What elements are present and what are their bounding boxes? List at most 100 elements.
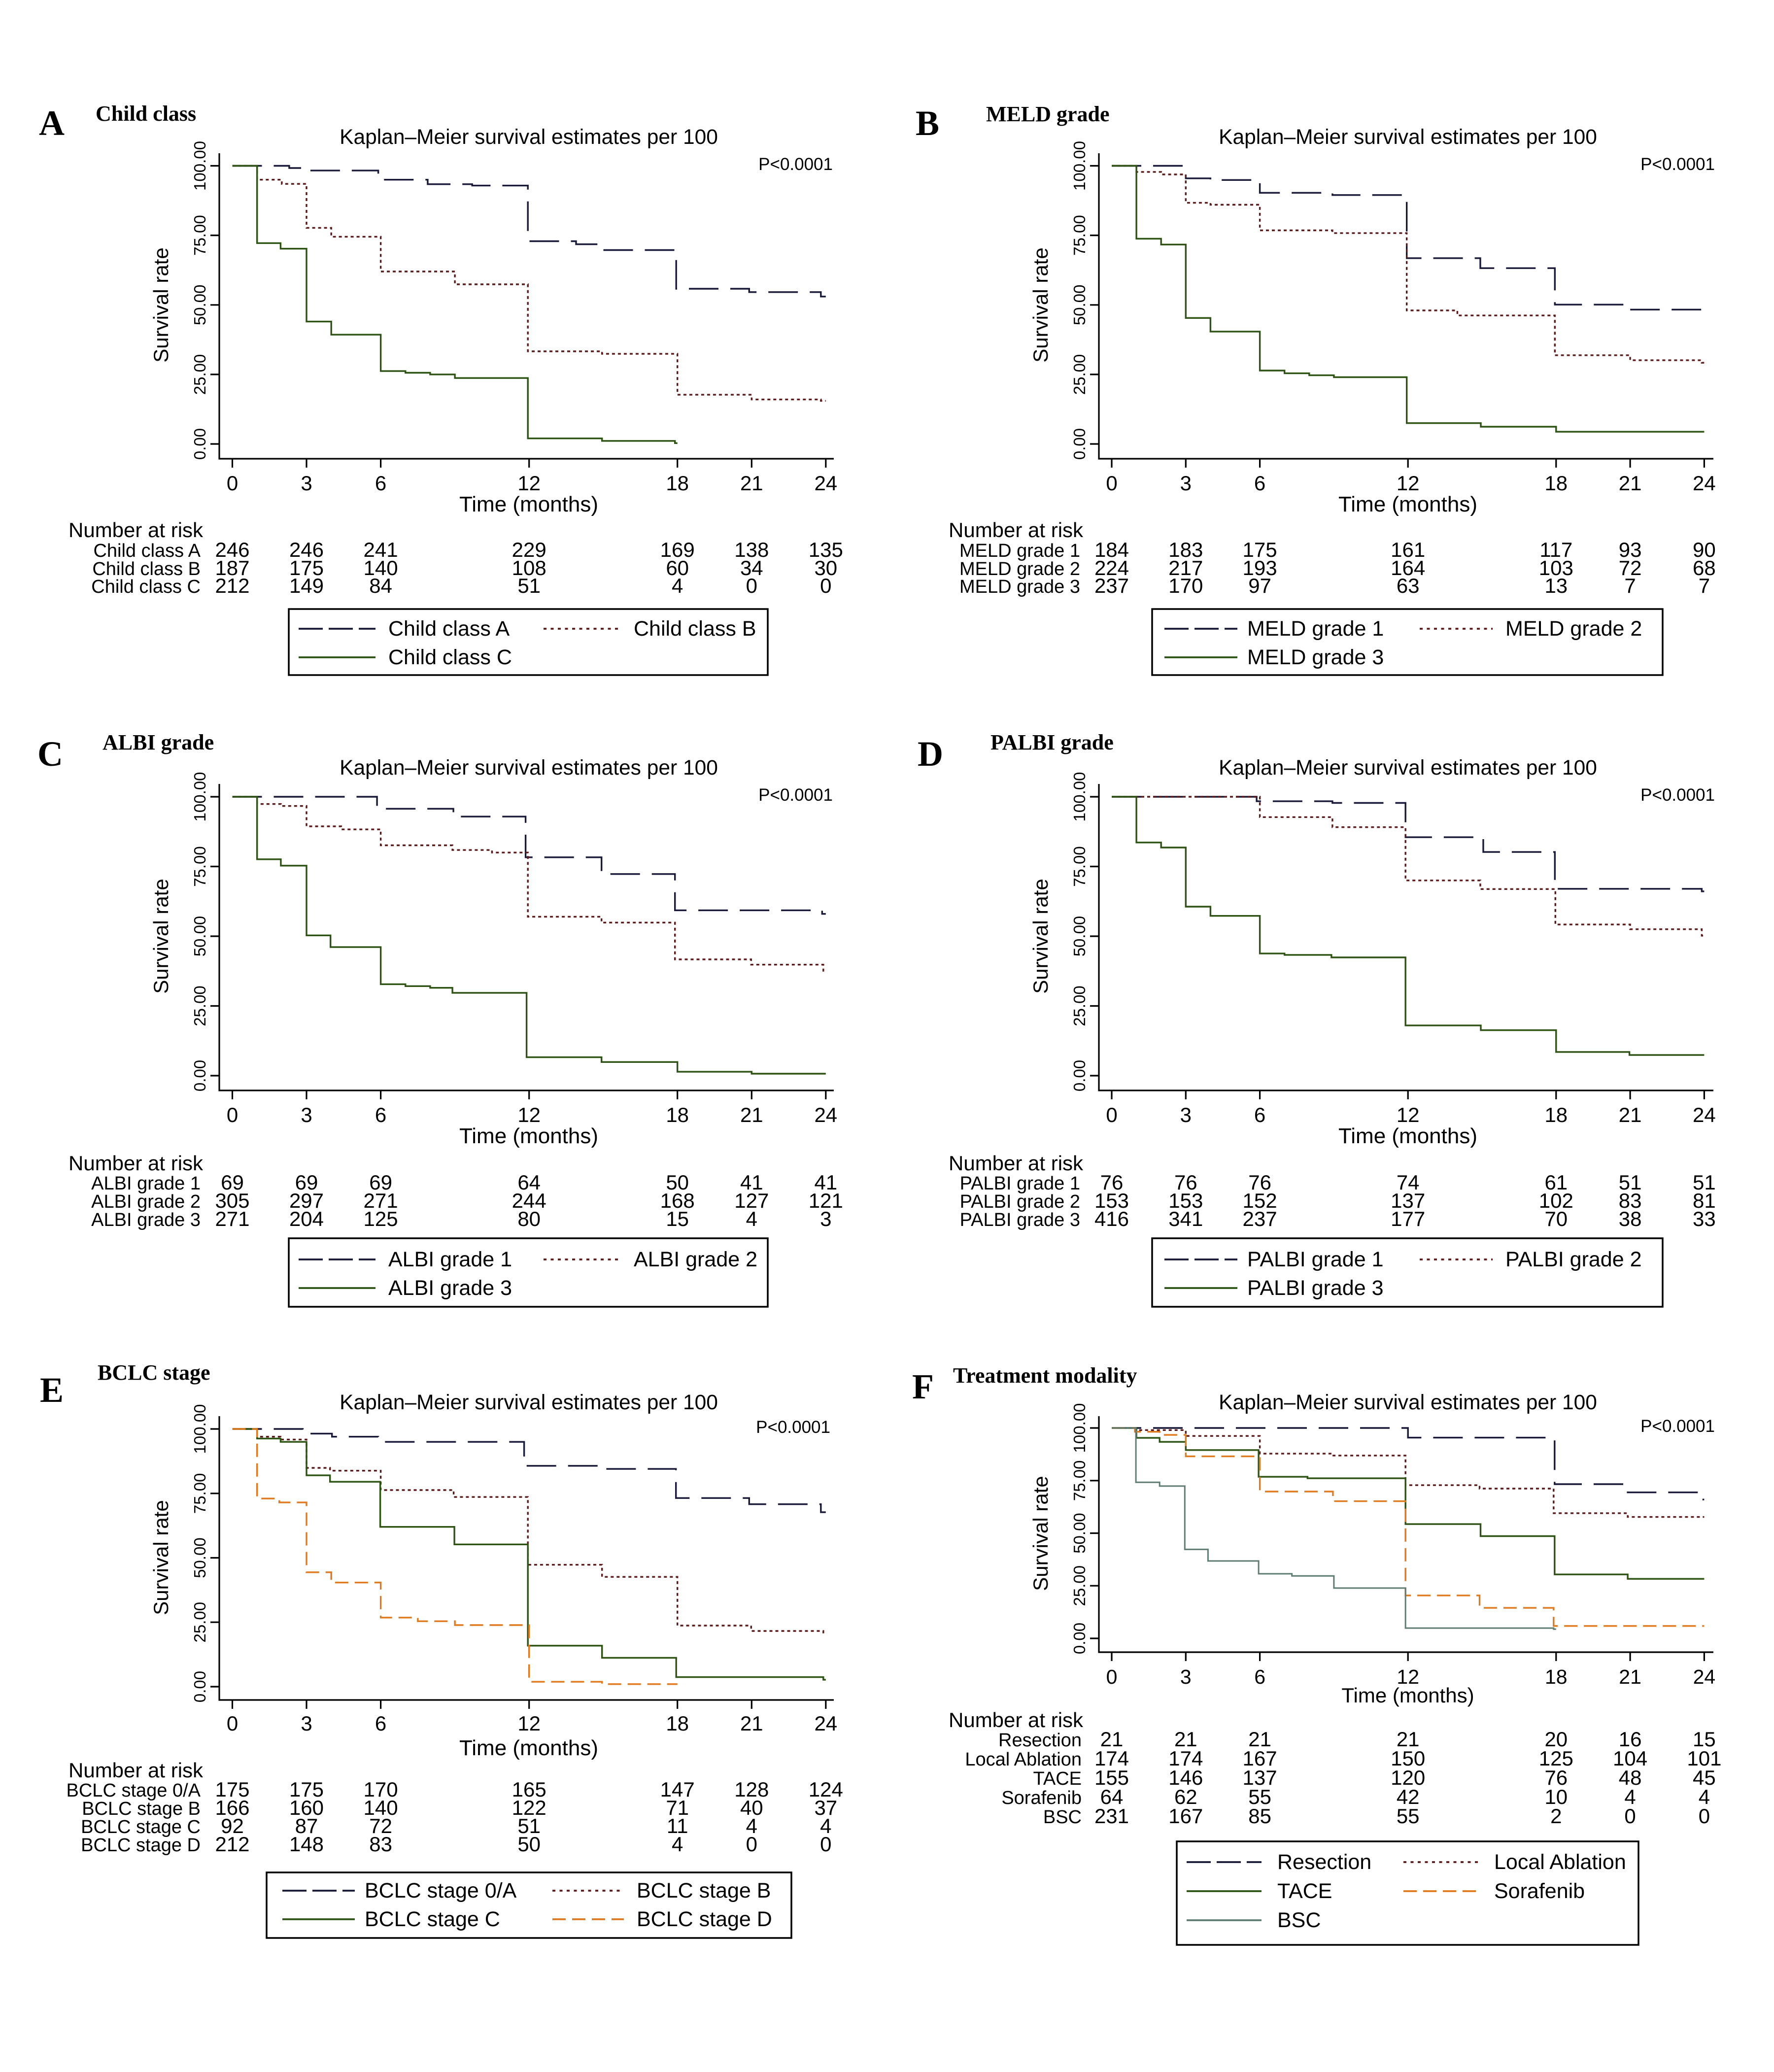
svg-text:Survival rate: Survival rate (149, 879, 172, 993)
svg-text:161: 161 (1391, 538, 1425, 561)
svg-text:4: 4 (1624, 1785, 1636, 1808)
svg-text:237: 237 (1243, 1207, 1277, 1230)
svg-text:135: 135 (809, 538, 843, 561)
svg-text:21: 21 (1100, 1728, 1124, 1751)
svg-text:80: 80 (517, 1207, 541, 1230)
svg-text:175: 175 (289, 1778, 324, 1801)
svg-text:12: 12 (1397, 472, 1420, 495)
svg-text:92: 92 (221, 1814, 244, 1837)
svg-text:0: 0 (820, 1833, 831, 1856)
svg-text:166: 166 (215, 1796, 249, 1819)
svg-text:BCLC stage D: BCLC stage D (81, 1835, 201, 1856)
svg-text:25.00: 25.00 (1070, 985, 1089, 1026)
svg-text:76: 76 (1174, 1171, 1197, 1194)
svg-text:Child class C: Child class C (91, 577, 201, 597)
svg-text:P<0.0001: P<0.0001 (1640, 1417, 1715, 1436)
svg-text:Survival rate: Survival rate (1029, 879, 1052, 993)
svg-text:Child class A: Child class A (93, 541, 201, 561)
svg-text:BCLC stage C: BCLC stage C (365, 1907, 500, 1931)
svg-text:100.00: 100.00 (191, 1404, 209, 1454)
svg-text:12: 12 (1397, 1103, 1420, 1126)
svg-text:7: 7 (1624, 574, 1636, 597)
svg-text:21: 21 (1619, 1665, 1641, 1688)
svg-text:50.00: 50.00 (1070, 1513, 1089, 1554)
svg-text:21: 21 (1174, 1728, 1197, 1751)
svg-text:Kaplan–Meier survival estimate: Kaplan–Meier survival estimates per 100 (340, 756, 718, 780)
svg-text:33: 33 (1693, 1207, 1716, 1230)
svg-text:0.00: 0.00 (1070, 1060, 1089, 1091)
svg-text:Resection: Resection (998, 1730, 1082, 1751)
svg-text:148: 148 (289, 1833, 324, 1856)
svg-text:4: 4 (672, 574, 683, 597)
svg-text:75.00: 75.00 (1070, 1461, 1089, 1501)
svg-text:152: 152 (1243, 1189, 1277, 1212)
svg-text:B: B (916, 103, 939, 143)
svg-text:75.00: 75.00 (1070, 846, 1089, 887)
svg-text:25.00: 25.00 (1070, 354, 1089, 395)
svg-text:174: 174 (1168, 1747, 1203, 1770)
svg-text:18: 18 (666, 472, 689, 495)
svg-text:124: 124 (809, 1778, 843, 1801)
svg-text:72: 72 (369, 1814, 392, 1837)
svg-text:Number at risk: Number at risk (68, 518, 204, 542)
svg-text:Number at risk: Number at risk (68, 1152, 204, 1175)
svg-text:125: 125 (1539, 1747, 1573, 1770)
svg-text:41: 41 (740, 1171, 763, 1194)
svg-text:21: 21 (1619, 472, 1642, 495)
svg-text:271: 271 (364, 1189, 398, 1212)
svg-text:F: F (912, 1367, 934, 1406)
svg-text:ALBI grade 1: ALBI grade 1 (91, 1173, 201, 1194)
svg-text:0: 0 (746, 1833, 757, 1856)
svg-text:Survival rate: Survival rate (149, 247, 172, 362)
svg-text:128: 128 (734, 1778, 769, 1801)
svg-text:147: 147 (660, 1778, 695, 1801)
svg-text:34: 34 (740, 556, 763, 579)
svg-text:341: 341 (1168, 1207, 1203, 1230)
svg-text:51: 51 (1693, 1171, 1716, 1194)
svg-text:24: 24 (814, 472, 837, 495)
svg-text:122: 122 (512, 1796, 546, 1819)
svg-text:97: 97 (1248, 574, 1271, 597)
svg-text:90: 90 (1693, 538, 1716, 561)
svg-text:71: 71 (666, 1796, 689, 1819)
svg-text:18: 18 (1545, 1665, 1568, 1688)
svg-text:BCLC stage D: BCLC stage D (637, 1907, 772, 1931)
svg-text:229: 229 (512, 538, 546, 561)
svg-text:Treatment modality: Treatment modality (953, 1363, 1137, 1388)
svg-text:24: 24 (1693, 1665, 1716, 1688)
svg-text:149: 149 (289, 574, 324, 597)
svg-text:175: 175 (215, 1778, 249, 1801)
svg-text:0: 0 (227, 1712, 238, 1735)
svg-text:MELD grade 2: MELD grade 2 (1505, 617, 1642, 641)
svg-text:4: 4 (672, 1833, 683, 1856)
svg-text:P<0.0001: P<0.0001 (758, 155, 833, 174)
svg-text:168: 168 (660, 1189, 695, 1212)
svg-text:BCLC stage C: BCLC stage C (81, 1817, 201, 1837)
svg-text:Kaplan–Meier survival estimate: Kaplan–Meier survival estimates per 100 (1219, 756, 1597, 780)
svg-text:21: 21 (1619, 1103, 1642, 1126)
svg-text:100.00: 100.00 (191, 141, 209, 191)
svg-text:Sorafenib: Sorafenib (1494, 1879, 1585, 1903)
svg-text:63: 63 (1397, 574, 1420, 597)
svg-text:ALBI grade 3: ALBI grade 3 (388, 1276, 512, 1300)
svg-text:E: E (40, 1370, 64, 1410)
svg-text:18: 18 (1544, 472, 1568, 495)
svg-text:184: 184 (1094, 538, 1129, 561)
svg-text:48: 48 (1619, 1766, 1642, 1789)
svg-text:21: 21 (740, 1103, 763, 1126)
svg-text:76: 76 (1248, 1171, 1271, 1194)
svg-text:10: 10 (1544, 1785, 1568, 1808)
svg-text:3: 3 (1180, 1103, 1192, 1126)
svg-text:61: 61 (1544, 1171, 1568, 1194)
svg-text:4: 4 (1699, 1785, 1710, 1808)
svg-text:0: 0 (1106, 472, 1117, 495)
svg-text:416: 416 (1094, 1207, 1129, 1230)
svg-text:12: 12 (517, 1103, 541, 1126)
svg-text:6: 6 (375, 1712, 386, 1735)
svg-text:0: 0 (1106, 1103, 1117, 1126)
svg-text:3: 3 (301, 1103, 312, 1126)
svg-text:TACE: TACE (1277, 1879, 1332, 1903)
svg-text:Kaplan–Meier survival estimate: Kaplan–Meier survival estimates per 100 (1219, 126, 1597, 149)
svg-text:Time (months): Time (months) (1338, 492, 1477, 516)
svg-text:Survival rate: Survival rate (1029, 1476, 1052, 1591)
